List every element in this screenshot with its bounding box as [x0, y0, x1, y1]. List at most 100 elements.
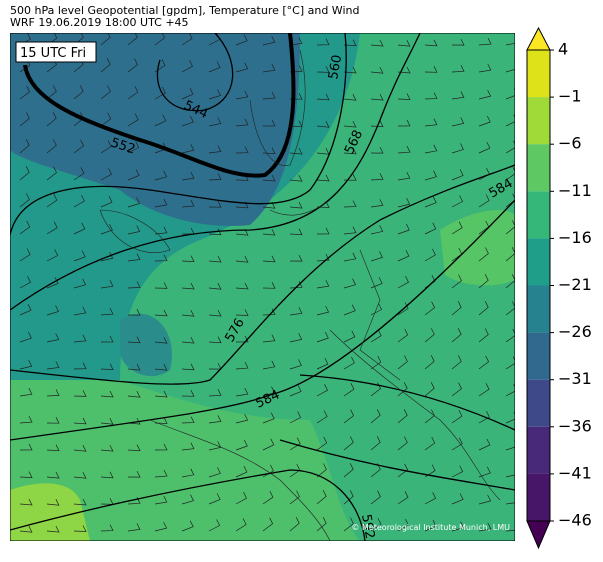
wind-barb [316, 357, 329, 370]
wind-barb [370, 409, 381, 424]
wind-barb [127, 141, 140, 154]
wind-barb [424, 196, 437, 208]
wind-barb [397, 66, 411, 74]
wind-barb [154, 33, 166, 46]
wind-barb [100, 196, 113, 208]
wind-barb [46, 389, 60, 397]
wind-barb [73, 222, 86, 235]
wind-barb [100, 307, 114, 316]
wind-barb [289, 411, 302, 424]
wind-barb [154, 495, 168, 505]
wind-barb [289, 147, 303, 155]
colorbar-tick-label: −36 [558, 416, 592, 435]
wind-barb [505, 496, 515, 505]
wind-barb [19, 112, 30, 127]
wind-barb [451, 169, 464, 181]
wind-barb [478, 494, 492, 505]
wind-barb [127, 281, 141, 289]
wind-barb [73, 278, 87, 289]
wind-barb [208, 255, 222, 263]
wind-barb [19, 139, 30, 154]
wind-barb [181, 336, 195, 344]
wind-barb [262, 36, 276, 46]
wind-barb [208, 61, 221, 73]
wind-barb [262, 64, 276, 73]
wind-barb [316, 93, 330, 101]
wind-barb [451, 65, 465, 73]
wind-barb [424, 118, 438, 127]
wind-barb [478, 522, 492, 532]
wind-barb [235, 518, 247, 532]
wind-barb [127, 391, 141, 398]
wind-barb [154, 469, 168, 478]
wind-barb [370, 355, 382, 370]
wind-barb [46, 305, 59, 316]
wind-barb [505, 356, 515, 370]
colorbar-tick-label: −31 [558, 369, 592, 388]
wind-barb [127, 225, 141, 235]
wind-barb [154, 254, 168, 262]
wind-barb [100, 112, 112, 127]
wind-barb [370, 39, 384, 47]
wind-barb [181, 310, 195, 317]
wind-barb [316, 331, 329, 343]
wind-barb [154, 337, 168, 344]
wind-barb [100, 390, 114, 398]
contour-label: 560 [326, 54, 345, 81]
wind-barb [505, 140, 515, 154]
wind-barb [73, 362, 87, 370]
wind-barb [235, 90, 249, 100]
wind-barb [397, 409, 408, 424]
wind-barb [181, 115, 194, 127]
colorbar-band [527, 332, 550, 380]
wind-barb [19, 248, 31, 262]
wind-barb [289, 307, 303, 316]
wind-barb [289, 359, 302, 370]
wind-barb [100, 363, 114, 370]
colorbar-tick-label: −6 [558, 134, 582, 153]
wind-barb [424, 92, 438, 100]
wind-barb [505, 247, 515, 262]
wind-barb [19, 388, 33, 397]
wind-barb [397, 119, 411, 127]
wind-barb [316, 410, 328, 424]
wind-barb [262, 119, 276, 127]
wind-barb [424, 355, 435, 370]
wind-barb [505, 274, 515, 289]
wind-barb [316, 253, 330, 262]
colorbar-band [527, 191, 550, 239]
wind-barb [505, 440, 515, 451]
wind-barb [46, 139, 57, 154]
wind-barb [505, 220, 515, 235]
wind-barb [289, 385, 302, 397]
wind-barb [289, 228, 303, 236]
wind-barb [370, 251, 383, 262]
wind-barb [181, 520, 194, 532]
wind-barb [127, 336, 141, 344]
wind-barb [181, 33, 193, 46]
wind-barb [397, 463, 409, 478]
wind-barb [208, 173, 222, 181]
wind-barb [370, 93, 384, 101]
wind-barb [100, 444, 114, 452]
wind-barb [208, 467, 221, 478]
wind-barb [451, 274, 462, 289]
wind-barb [46, 112, 57, 127]
wind-barb [505, 36, 515, 46]
wind-barb [316, 517, 327, 532]
wind-barb [127, 113, 139, 127]
wind-barb [370, 173, 384, 181]
wind-barb [478, 194, 490, 208]
wind-barb [289, 517, 300, 532]
colorbar-extend-top [526, 26, 551, 51]
wind-barb [424, 222, 437, 235]
wind-barb [424, 144, 438, 154]
wind-barb [343, 517, 354, 532]
wind-barb [478, 274, 489, 289]
wind-barb [208, 389, 222, 397]
wind-barb [316, 121, 330, 128]
wind-barb [19, 443, 33, 451]
wind-barb [127, 85, 139, 100]
colorbar-band [527, 97, 550, 145]
wind-barb [46, 221, 58, 235]
